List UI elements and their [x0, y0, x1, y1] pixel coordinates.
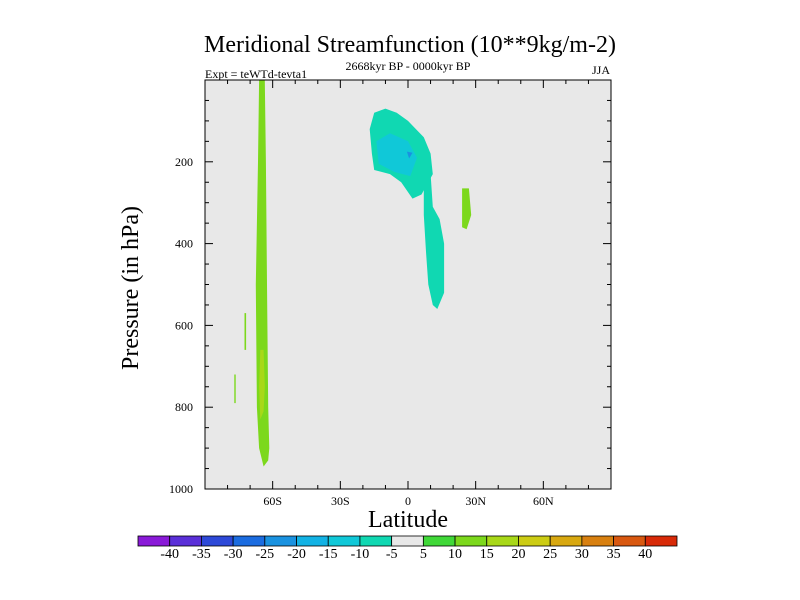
colorbar-swatch — [264, 535, 297, 547]
colorbar-label: -25 — [255, 547, 274, 562]
colorbar-swatch — [359, 535, 393, 547]
x-tick-label: 30S — [331, 494, 350, 508]
y-tick-label: 200 — [175, 155, 193, 169]
colorbar-label: -10 — [351, 547, 370, 562]
contour-regions — [234, 80, 472, 467]
colorbar-label: -30 — [224, 547, 243, 562]
colorbar-swatch — [137, 535, 171, 547]
colorbar-swatch — [454, 535, 488, 547]
colorbar-swatch — [518, 535, 551, 547]
colorbar-label: -20 — [287, 547, 306, 562]
x-axis-label: Latitude — [368, 507, 448, 533]
chart-title: Meridional Streamfunction (10**9kg/m-2) — [204, 32, 616, 58]
colorbar-label: 25 — [543, 547, 557, 562]
colorbar-swatch — [296, 535, 329, 547]
period-label: 2668kyr BP - 0000kyr BP — [346, 59, 471, 73]
season-label: JJA — [592, 63, 610, 77]
plot-frame — [204, 79, 612, 490]
colorbar-swatch — [549, 535, 583, 547]
colorbar-swatch — [232, 535, 266, 547]
x-tick-label: 60S — [263, 494, 282, 508]
colorbar-swatch — [581, 535, 614, 547]
axis-ticks: 60S 30S 0 30N 60N 200 400 600 800 1000 — [169, 80, 611, 508]
colorbar: -40 -35 -30 -25 -20 -15 -10 -5 5 10 15 20 25 30 35 40 — [137, 535, 678, 562]
contour-region-patch-a — [244, 313, 247, 350]
colorbar-label: 10 — [448, 547, 462, 562]
y-tick-label: 600 — [175, 318, 193, 332]
colorbar-label: -35 — [192, 547, 211, 562]
colorbar-label: 5 — [420, 547, 427, 562]
colorbar-swatch — [486, 535, 519, 547]
experiment-label: Expt = teWTd-tevta1 — [205, 67, 307, 81]
contour-region-upper-cell-core — [376, 133, 417, 177]
colorbar-label: -5 — [386, 547, 398, 562]
y-tick-label: 1000 — [169, 482, 193, 496]
contour-region-patch-b — [234, 374, 236, 404]
colorbar-swatch — [391, 535, 424, 547]
colorbar-label: -15 — [319, 547, 338, 562]
contour-region-tropical-tail — [423, 174, 445, 309]
contour-region-upper-cell-min — [406, 151, 413, 159]
colorbar-swatch — [644, 535, 678, 547]
colorbar-swatch — [422, 535, 456, 547]
y-axis-label: Pressure (in hPa) — [118, 206, 144, 370]
x-tick-label: 60N — [533, 494, 554, 508]
contour-region-southern-column-core — [259, 349, 265, 420]
contour-region-northern-patch — [462, 188, 472, 230]
y-tick-label: 800 — [175, 400, 193, 414]
colorbar-label: 30 — [575, 547, 589, 562]
x-tick-label: 30N — [465, 494, 486, 508]
y-tick-label: 400 — [175, 237, 193, 251]
colorbar-label: 20 — [511, 547, 525, 562]
contour-region-southern-column — [255, 80, 270, 467]
colorbar-label: 35 — [607, 547, 621, 562]
x-tick-label: 0 — [405, 494, 411, 508]
colorbar-swatch — [327, 535, 361, 547]
colorbar-swatch — [169, 535, 202, 547]
colorbar-swatch — [201, 535, 234, 547]
colorbar-label: 15 — [480, 547, 494, 562]
colorbar-swatch — [613, 535, 646, 547]
colorbar-label: 40 — [638, 547, 652, 562]
colorbar-label: -40 — [160, 547, 179, 562]
